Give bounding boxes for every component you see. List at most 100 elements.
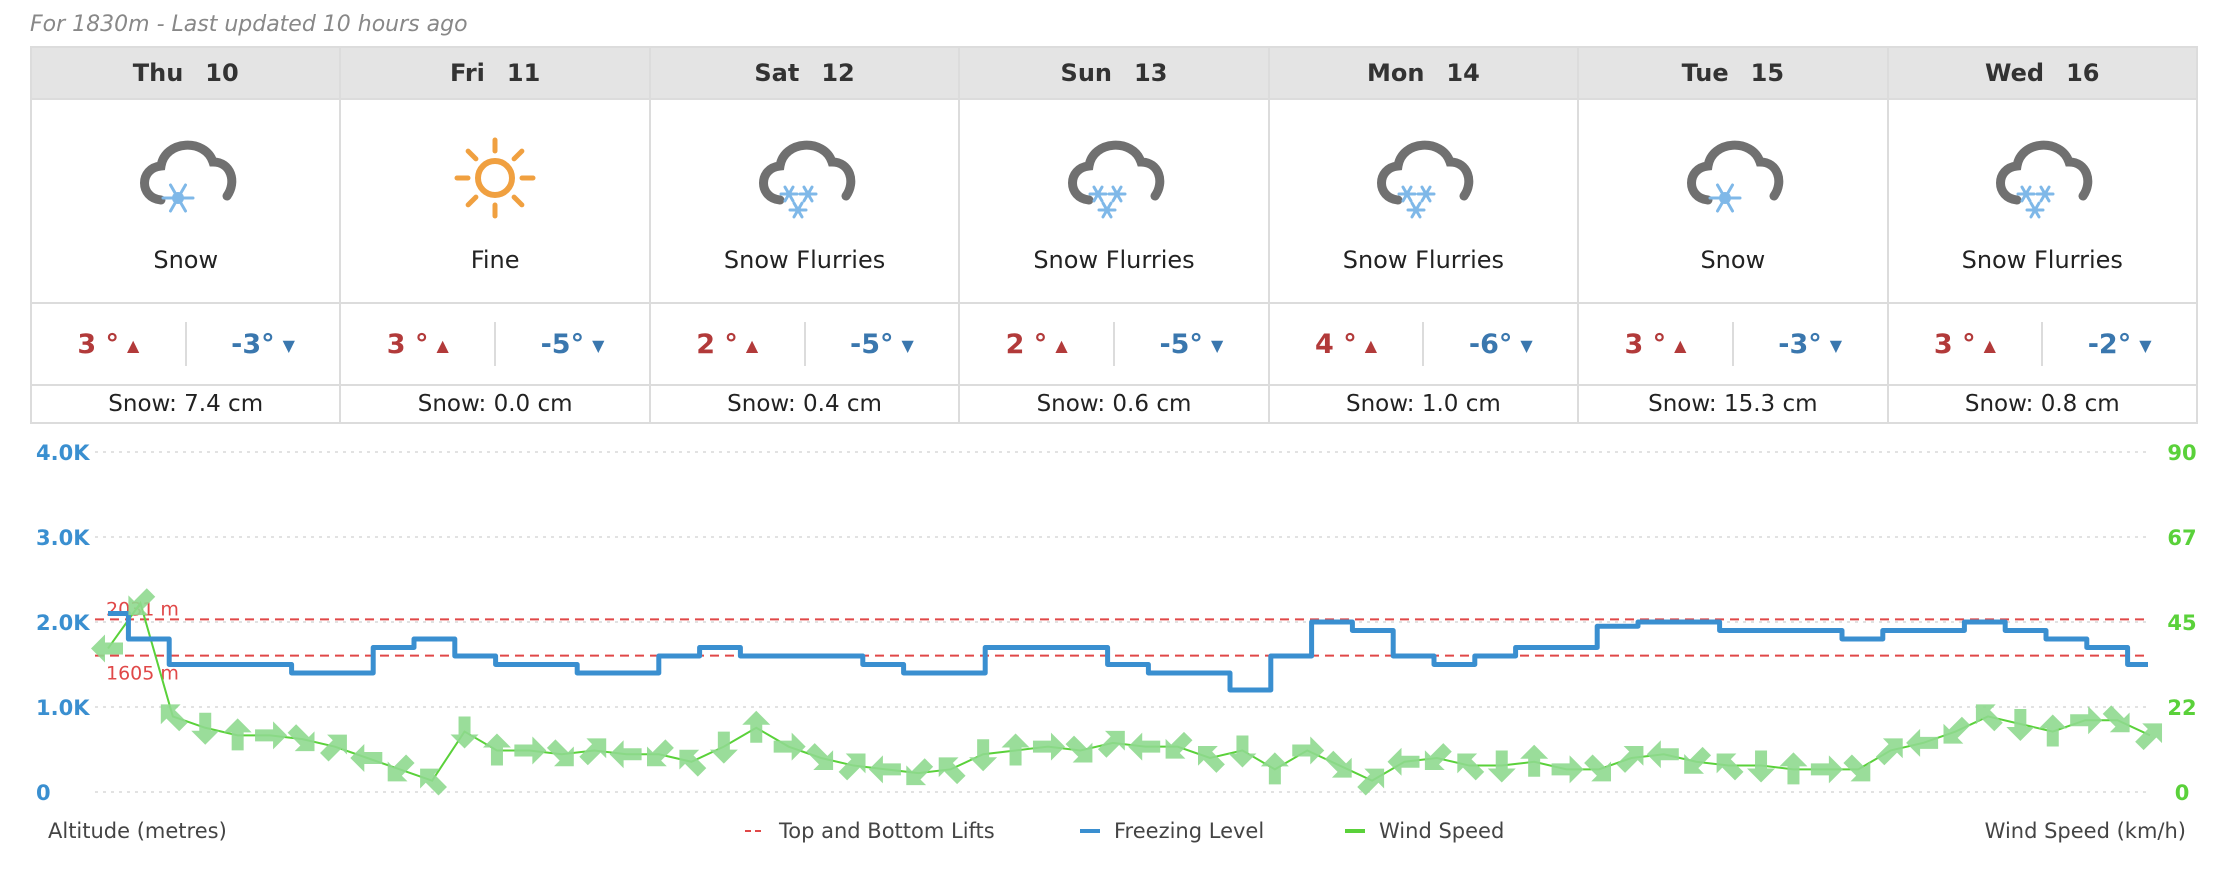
snow-flurries-icon [1996,140,2093,219]
snow-flurries-icon [758,140,855,219]
condition-cell: Snow Flurries [958,98,1270,304]
up-arrow-icon: ▲ [1674,335,1687,355]
legend-item: Top and Bottom Lifts [745,819,995,843]
wind-direction-arrow [1457,753,1485,781]
right-axis-tick: 45 [2167,611,2196,635]
wind-direction-arrow [646,739,674,767]
sun-icon [454,137,536,219]
wind-direction-arrow [938,757,966,785]
wind-direction-arrow [709,731,738,764]
wind-direction-arrow [969,739,998,772]
wind-direction-arrow [1843,754,1871,782]
condition-cell: Fine [339,98,651,304]
snow-icon [139,140,236,213]
down-arrow-icon: ▼ [592,335,605,355]
wind-direction-arrow [1584,754,1612,782]
left-axis-tick: 2.0K [36,611,90,635]
wind-direction-arrow [546,739,574,767]
wind-direction-arrow [1387,747,1420,776]
condition-label: Snow Flurries [1961,246,2123,274]
up-arrow-icon: ▲ [436,335,449,355]
snowfall-cell: Snow: 0.8 cm [1886,384,2199,424]
condition-label: Snow Flurries [1033,246,1195,274]
wind-direction-arrow [2070,706,2103,735]
down-arrow-icon: ▼ [901,335,914,355]
wind-direction-arrow [450,716,479,749]
wind-direction-arrow [1324,750,1352,778]
legend-item: Freezing Level [1080,819,1264,843]
condition-cell: Snow Flurries [1267,98,1580,304]
wind-direction-arrow [1520,744,1549,777]
day-header: Tue 15 [1577,46,1889,100]
day-header: Fri 11 [339,46,651,100]
condition-cell: Snow Flurries [648,98,961,304]
down-arrow-icon: ▼ [1829,335,1843,355]
condition-cell: Snow [1577,98,1889,304]
snowfall-cell: Snow: 0.4 cm [648,384,961,424]
wind-direction-arrow [420,768,447,796]
wind-direction-arrow [514,736,547,765]
condition-label: Snow Flurries [723,246,886,274]
up-arrow-icon: ▲ [1055,335,1068,355]
high-temp: 2 ° ▲ [696,328,759,360]
wind-direction-arrow [1875,738,1903,766]
day-header: Sat 12 [648,46,961,100]
temperature-row: 3 ° ▲ -3° ▼ 3 ° ▲ -5° ▼ 2 ° ▲ -5° ▼ 2 ° ▲ -5° ▼ 4 ° ▲… [29,302,2199,386]
wind-direction-arrow [1065,735,1093,763]
wind-direction-arrow [387,754,415,782]
condition-row: Snow Fine Snow Flurries Snow Flurries Sn… [29,98,2199,304]
temperature-cell: 3 ° ▲ -5° ▼ [339,302,651,386]
snowfall-cell: Snow: 15.3 cm [1577,384,1889,424]
legend-item: Wind Speed [1345,819,1504,843]
down-arrow-icon: ▼ [1210,335,1224,355]
low-temp: -5° ▼ [1159,328,1224,360]
wind-direction-arrow [1198,745,1225,773]
forecast-subtitle: For 1830m - Last updated 10 hours ago [30,12,468,37]
wind-direction-arrow [1747,750,1776,783]
low-temp: -5° ▼ [850,328,914,360]
snowfall-cell: Snow: 0.6 cm [958,384,1270,424]
low-temp: -5° ▼ [540,328,605,360]
condition-cell: Snow Flurries [1886,98,2199,304]
wind-direction-arrow [609,740,642,769]
temperature-cell: 3 ° ▲ -3° ▼ [1577,302,1889,386]
wind-direction-arrow [160,704,188,732]
wind-direction-arrow [91,634,123,663]
right-axis-title: Wind Speed (km/h) [1985,819,2186,843]
day-header: Sun 13 [958,46,1270,100]
legend-label: Wind Speed [1379,819,1504,843]
wind-direction-arrow [128,588,156,616]
left-axis-tick: 1.0K [36,696,90,720]
snowfall-cell: Snow: 7.4 cm [29,384,342,424]
wind-direction-arrow [1943,716,1971,744]
condition-label: Snow [153,246,219,274]
wind-speed-line [107,600,2151,782]
wind-direction-arrow [1292,736,1325,765]
wind-direction-arrow [1128,732,1161,761]
low-temp: -2° ▼ [2087,328,2152,360]
right-axis-tick: 22 [2167,696,2196,720]
right-axis-tick: 0 [2175,781,2190,805]
high-temp: 3 ° ▲ [386,328,449,360]
right-axis-tick: 90 [2167,441,2196,465]
wind-direction-arrow [868,755,901,784]
high-temp: 3 ° ▲ [1933,328,1996,360]
temperature-cell: 3 ° ▲ -3° ▼ [29,302,342,386]
temperature-cell: 2 ° ▲ -5° ▼ [648,302,961,386]
lift-reference-label: 1605 m [106,663,179,685]
wind-direction-arrow [1032,732,1065,761]
low-temp: -6° ▼ [1468,328,1533,360]
snowfall-row: Snow: 7.4 cm Snow: 0.0 cm Snow: 0.4 cm S… [29,384,2199,424]
wind-direction-arrow [906,758,934,786]
snow-icon [1687,140,1784,213]
wind-direction-arrow [287,724,315,752]
wind-direction-arrow [742,710,771,743]
condition-label: Snow [1700,246,1766,274]
left-axis-tick: 0 [36,781,51,805]
day-header: Mon 14 [1267,46,1580,100]
wind-direction-arrow [1810,755,1843,784]
wind-direction-arrow [1165,731,1193,759]
wind-direction-arrow [1551,755,1584,784]
wind-direction-arrow [191,712,220,745]
